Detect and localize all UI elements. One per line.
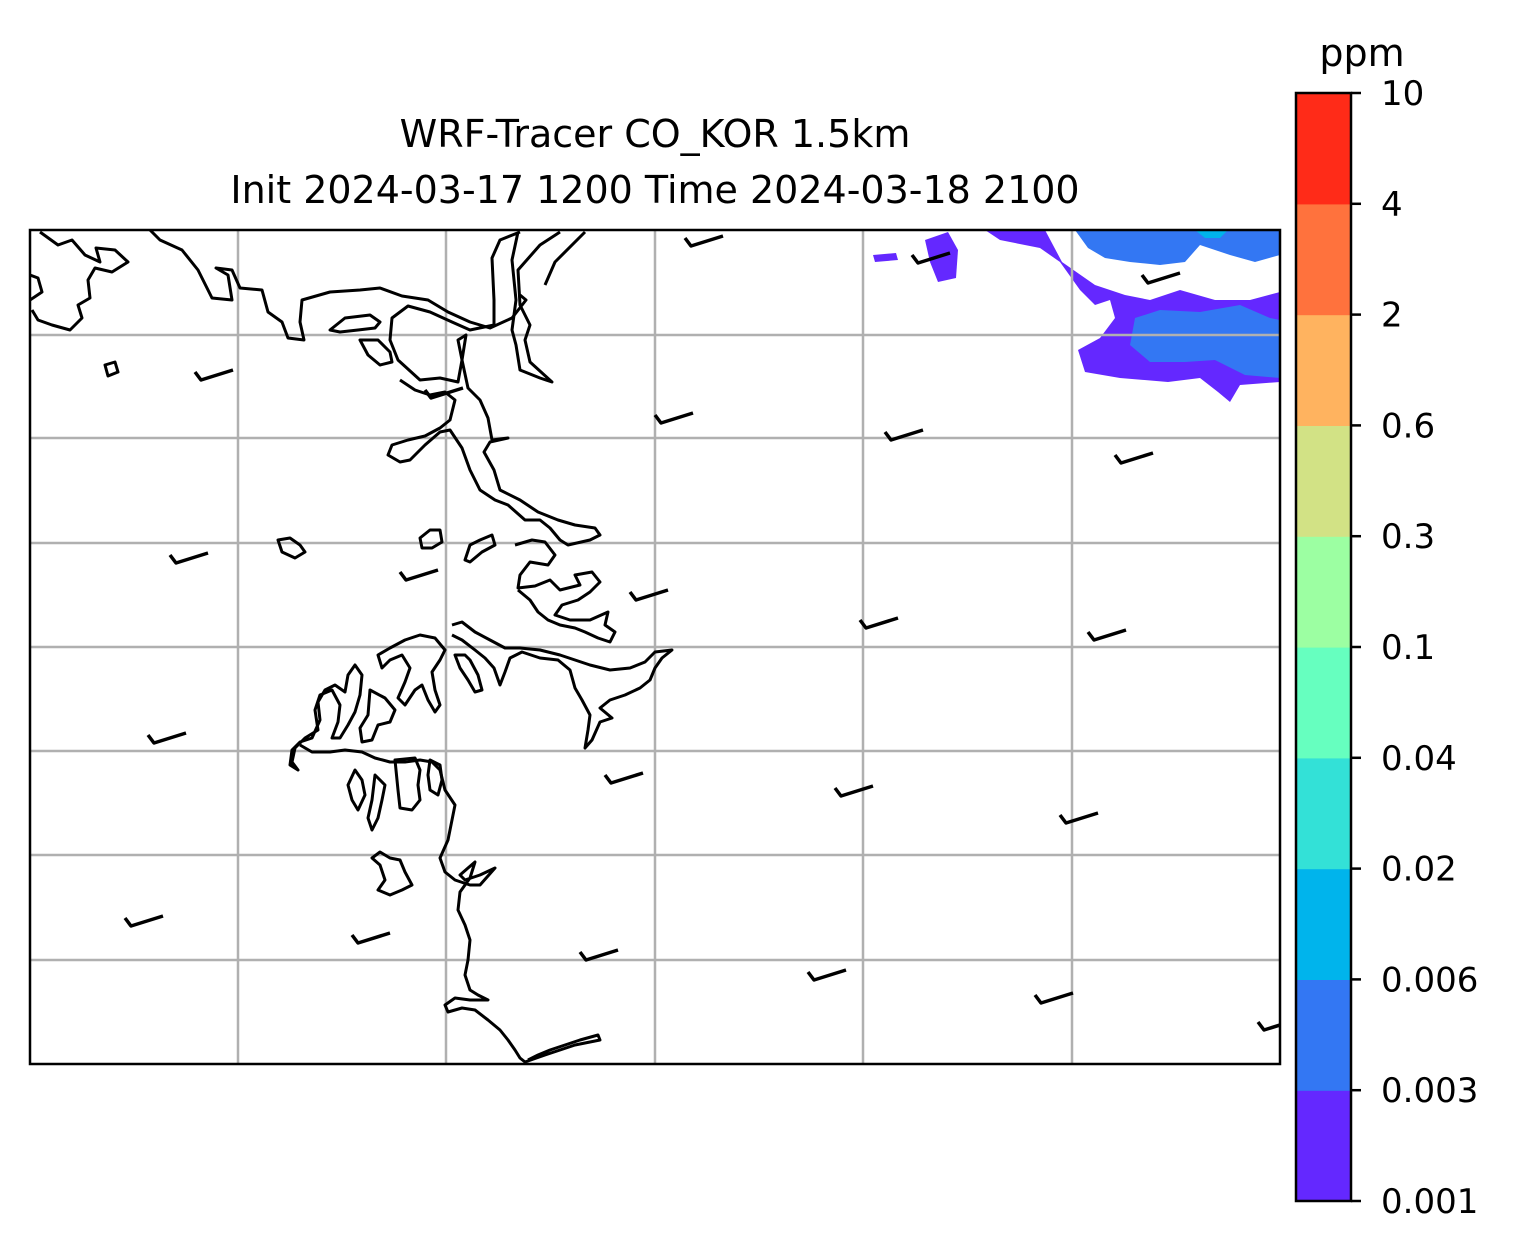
colorbar-segment <box>1296 93 1351 205</box>
wind-barb <box>683 234 724 248</box>
wind-barb <box>1140 271 1181 285</box>
wind-barb <box>603 771 644 785</box>
colorbar-segment <box>1296 203 1351 316</box>
wind-barb <box>910 251 951 265</box>
colorbar-unit-label: ppm <box>1319 31 1404 75</box>
tracer-contour-0.006 <box>1195 230 1228 238</box>
coastline-island-2 <box>358 338 394 367</box>
colorbar-tick-label: 0.6 <box>1381 406 1435 446</box>
coastline-island-4 <box>276 536 307 560</box>
coastline-main-west <box>386 304 602 547</box>
coastline-peninsula-1 <box>463 533 617 644</box>
map-frame <box>28 228 1282 1066</box>
colorbar-tick-label: 0.04 <box>1381 739 1457 779</box>
colorbar-segment <box>1296 647 1351 759</box>
wind-barb <box>1058 811 1099 825</box>
colorbar-segment <box>1296 425 1351 537</box>
coastline-island-1 <box>328 313 382 334</box>
wind-barb <box>1033 991 1074 1005</box>
map-gridlines <box>30 230 1280 1064</box>
colorbar-segment <box>1296 536 1351 648</box>
coastline-south-coast <box>299 743 602 1064</box>
title-line-2: Init 2024-03-17 1200 Time 2024-03-18 210… <box>230 168 1080 212</box>
wind-barb <box>883 428 924 442</box>
wind-barb <box>168 551 209 565</box>
coastline-inlet <box>490 230 587 384</box>
wind-barb <box>350 931 391 945</box>
coastline-island-3 <box>103 360 120 378</box>
coastline-peninsula-2 <box>451 620 674 750</box>
colorbar-tick-label: 2 <box>1381 296 1403 336</box>
coastline-north-shore <box>30 230 130 332</box>
wind-barb <box>193 368 234 382</box>
coastline-island-5 <box>418 528 444 550</box>
wind-barb <box>833 784 874 798</box>
colorbar-segment <box>1296 868 1351 980</box>
colorbar-ticks: 0.001 0.003 0.006 0.02 0.04 0.1 0.3 0.6 2 4 10 <box>1351 74 1478 1222</box>
wind-barb <box>123 914 164 928</box>
wind-barb <box>1113 451 1154 465</box>
wind-barb <box>423 386 464 400</box>
colorbar-segment <box>1296 757 1351 870</box>
coastline-southwest-islands <box>288 633 484 772</box>
wind-barb <box>146 731 187 745</box>
wind-barb <box>578 948 619 962</box>
wind-barb <box>1086 628 1127 642</box>
colorbar-segment <box>1296 1090 1351 1202</box>
coastline-south-islands <box>346 756 444 897</box>
colorbar-tick-label: 0.1 <box>1381 628 1435 668</box>
colorbar-segment <box>1296 314 1351 426</box>
colorbar-tick-label: 4 <box>1381 185 1403 225</box>
colorbar-tick-label: 0.006 <box>1381 960 1478 1000</box>
colorbar-segment <box>1296 979 1351 1091</box>
wind-barb <box>858 616 899 630</box>
colorbar-tick-label: 10 <box>1381 74 1424 114</box>
map-panel <box>30 230 1280 1064</box>
wind-barbs <box>123 234 1280 1032</box>
colorbar: 0.001 0.003 0.006 0.02 0.04 0.1 0.3 0.6 2 4 10 ppm <box>1294 31 1478 1222</box>
tracer-contour-0.003 <box>1075 230 1280 378</box>
tracer-field <box>873 230 1280 402</box>
map-title: WRF-Tracer CO_KOR 1.5km Init 2024-03-17 … <box>30 106 1280 218</box>
colorbar-tick-label: 0.02 <box>1381 850 1457 890</box>
wind-barb <box>628 588 669 602</box>
tracer-contour-0.001-dot <box>873 253 898 262</box>
coastlines <box>30 230 674 1064</box>
wind-barb <box>806 968 847 982</box>
wind-barb <box>653 411 694 425</box>
wind-barb <box>398 568 439 582</box>
colorbar-segments <box>1296 93 1351 1202</box>
coastline-bay-1 <box>148 230 528 342</box>
colorbar-tick-label: 0.003 <box>1381 1071 1478 1111</box>
title-line-1: WRF-Tracer CO_KOR 1.5km <box>399 112 911 156</box>
wind-barb <box>1256 1020 1280 1032</box>
colorbar-tick-label: 0.3 <box>1381 517 1435 557</box>
colorbar-tick-label: 0.001 <box>1381 1182 1478 1222</box>
